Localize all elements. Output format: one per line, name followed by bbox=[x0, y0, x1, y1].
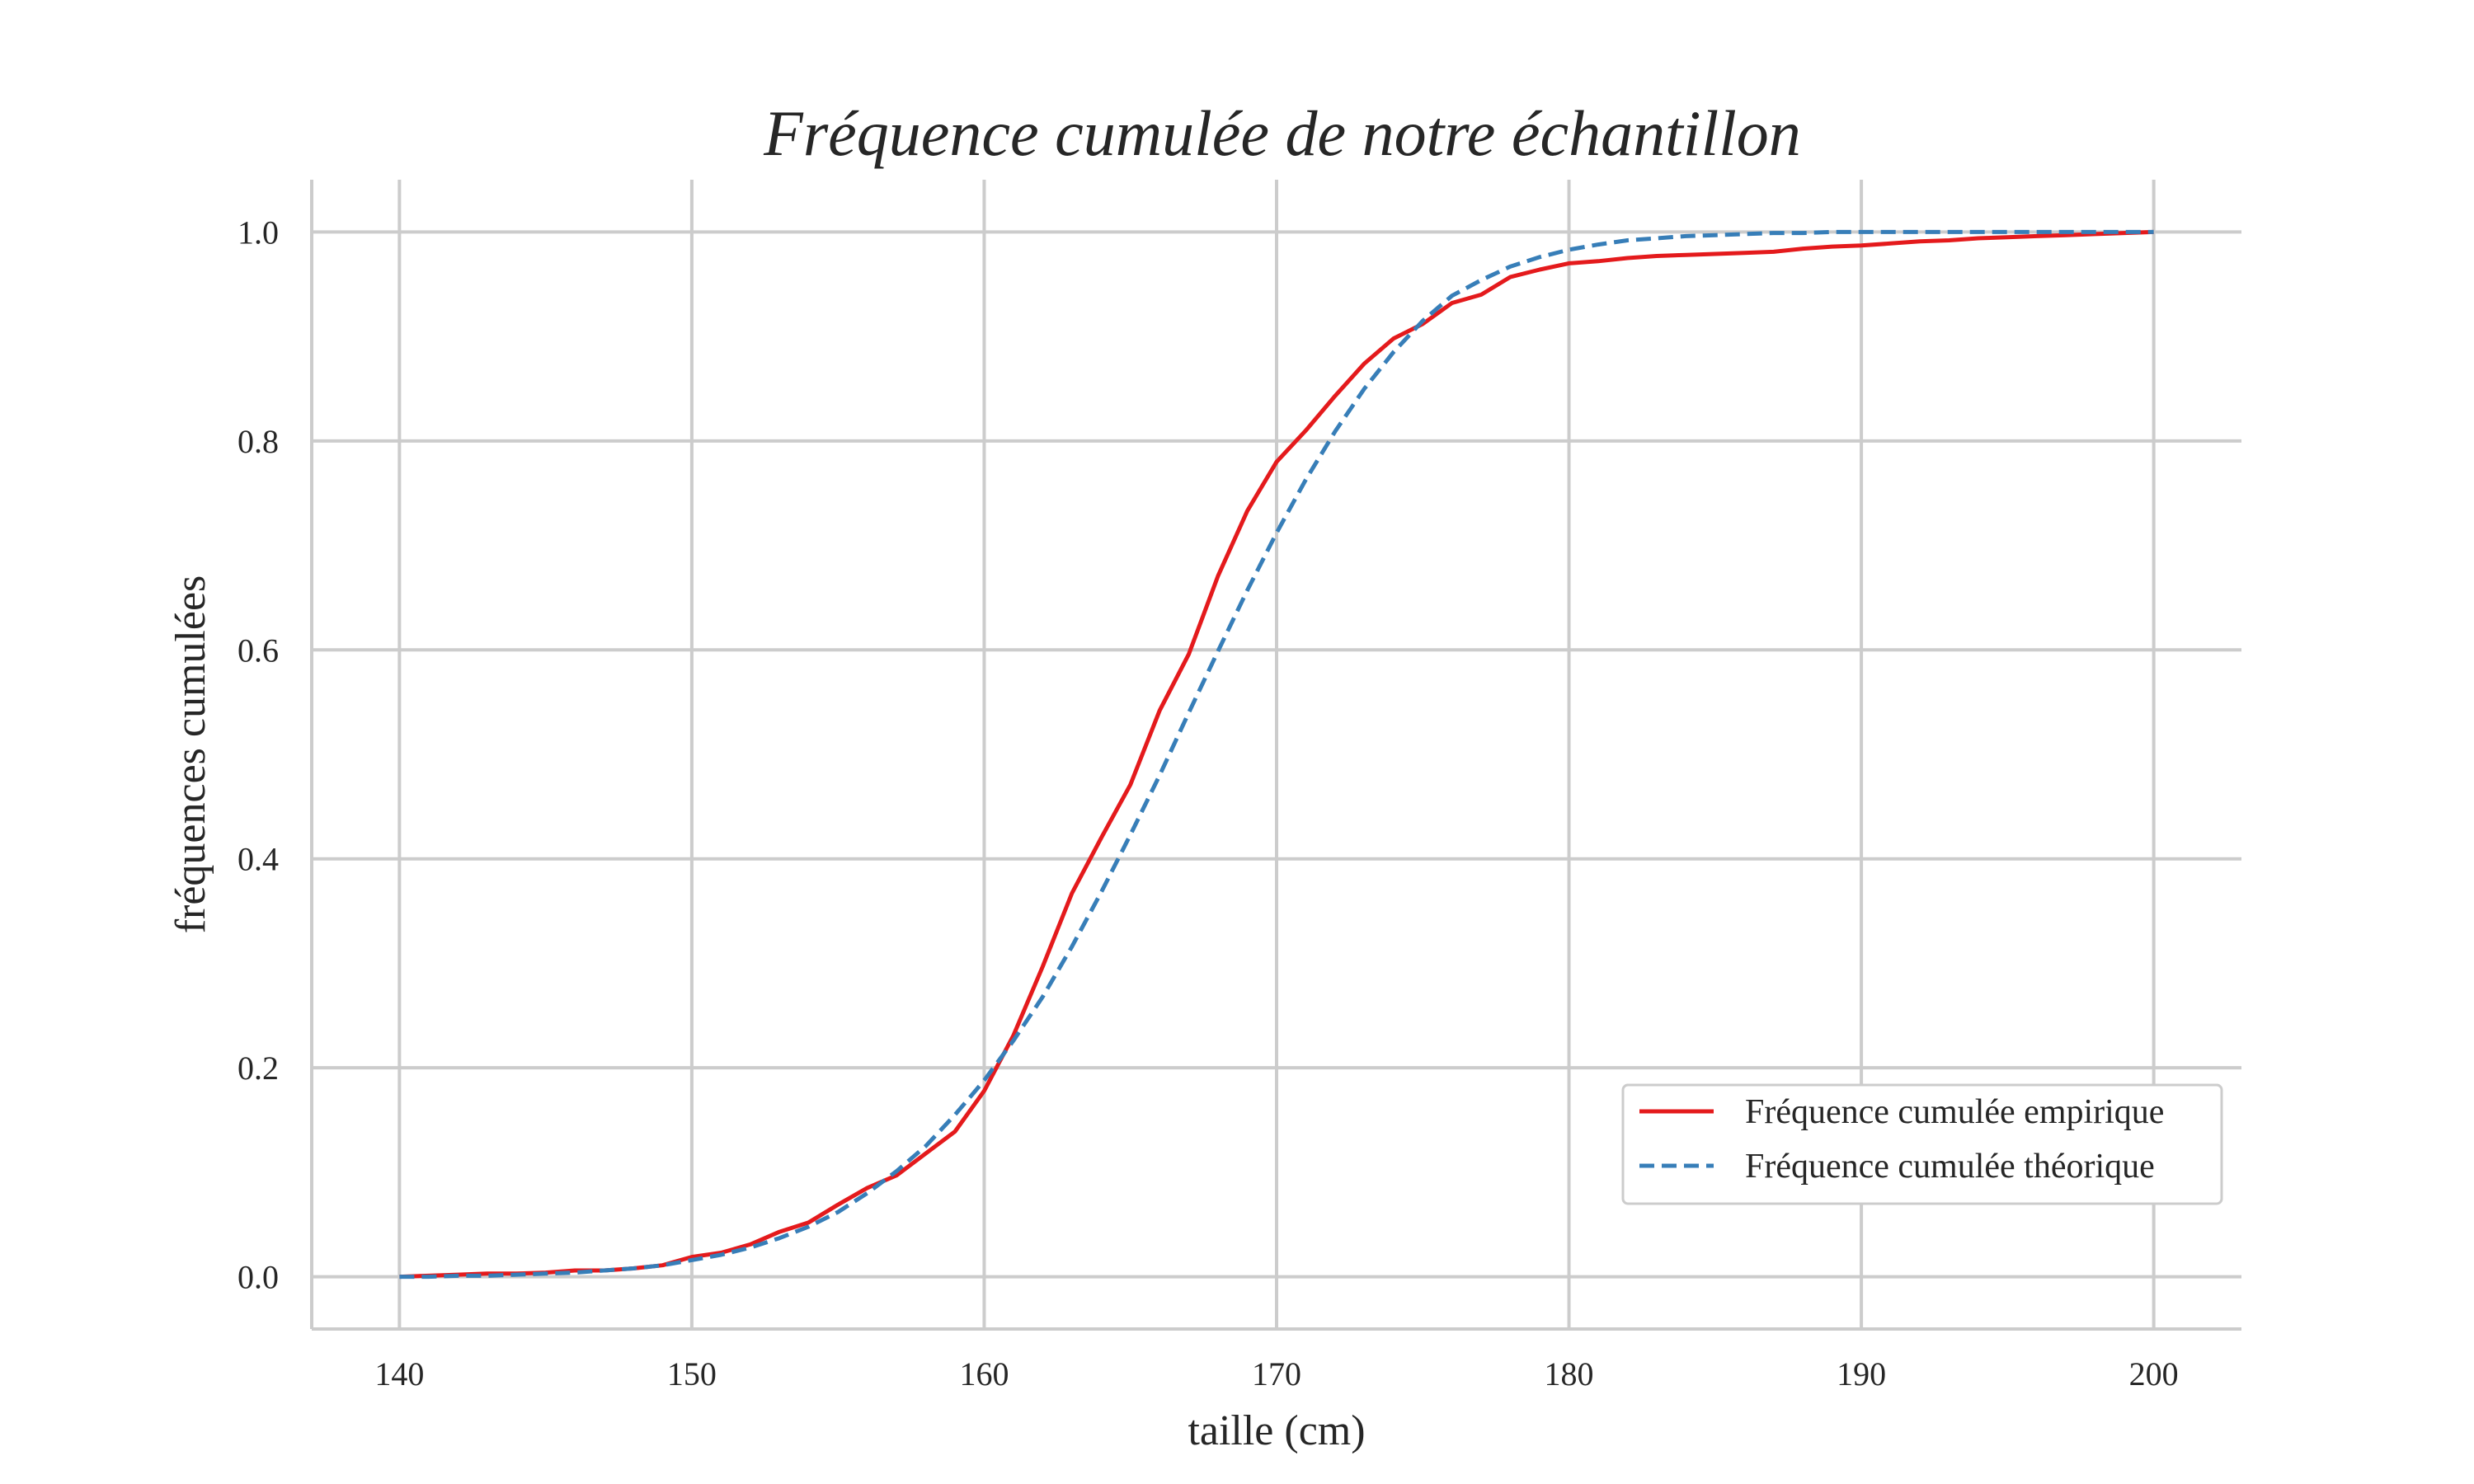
y-tick-label: 0.2 bbox=[238, 1050, 279, 1087]
x-tick-label: 160 bbox=[959, 1355, 1009, 1392]
chart-title: Fréquence cumulée de notre échantillon bbox=[763, 97, 1801, 169]
x-axis-label: taille (cm) bbox=[1188, 1407, 1365, 1454]
y-tick-label: 0.4 bbox=[238, 841, 279, 878]
series-line-theorique bbox=[399, 229, 2154, 1280]
legend: Fréquence cumulée empirique Fréquence cu… bbox=[1621, 1083, 2223, 1205]
legend-label-empirique: Fréquence cumulée empirique bbox=[1745, 1093, 2164, 1131]
y-tick-label: 0.6 bbox=[238, 632, 279, 669]
x-tick-label: 200 bbox=[2129, 1355, 2179, 1392]
axes-spines bbox=[310, 180, 2241, 1331]
x-tick-label: 170 bbox=[1252, 1355, 1301, 1392]
series-line-empirique bbox=[399, 229, 2154, 1280]
x-tick-label: 180 bbox=[1545, 1355, 1594, 1392]
grid bbox=[312, 180, 2241, 1329]
y-axis-label: fréquences cumulées bbox=[167, 575, 214, 934]
legend-box bbox=[1621, 1083, 2223, 1205]
series bbox=[399, 229, 2154, 1280]
x-tick-label: 150 bbox=[667, 1355, 717, 1392]
x-tick-label: 190 bbox=[1837, 1355, 1886, 1392]
tick-labels: 140 150 160 170 180 190 200 0.0 0.2 0.4 0.6 0.8 1.0 bbox=[238, 214, 2179, 1392]
x-tick-label: 140 bbox=[374, 1355, 424, 1392]
y-tick-label: 1.0 bbox=[238, 214, 279, 251]
y-tick-label: 0.0 bbox=[238, 1259, 279, 1296]
y-tick-label: 0.8 bbox=[238, 423, 279, 460]
legend-label-theorique: Fréquence cumulée théorique bbox=[1745, 1148, 2155, 1186]
